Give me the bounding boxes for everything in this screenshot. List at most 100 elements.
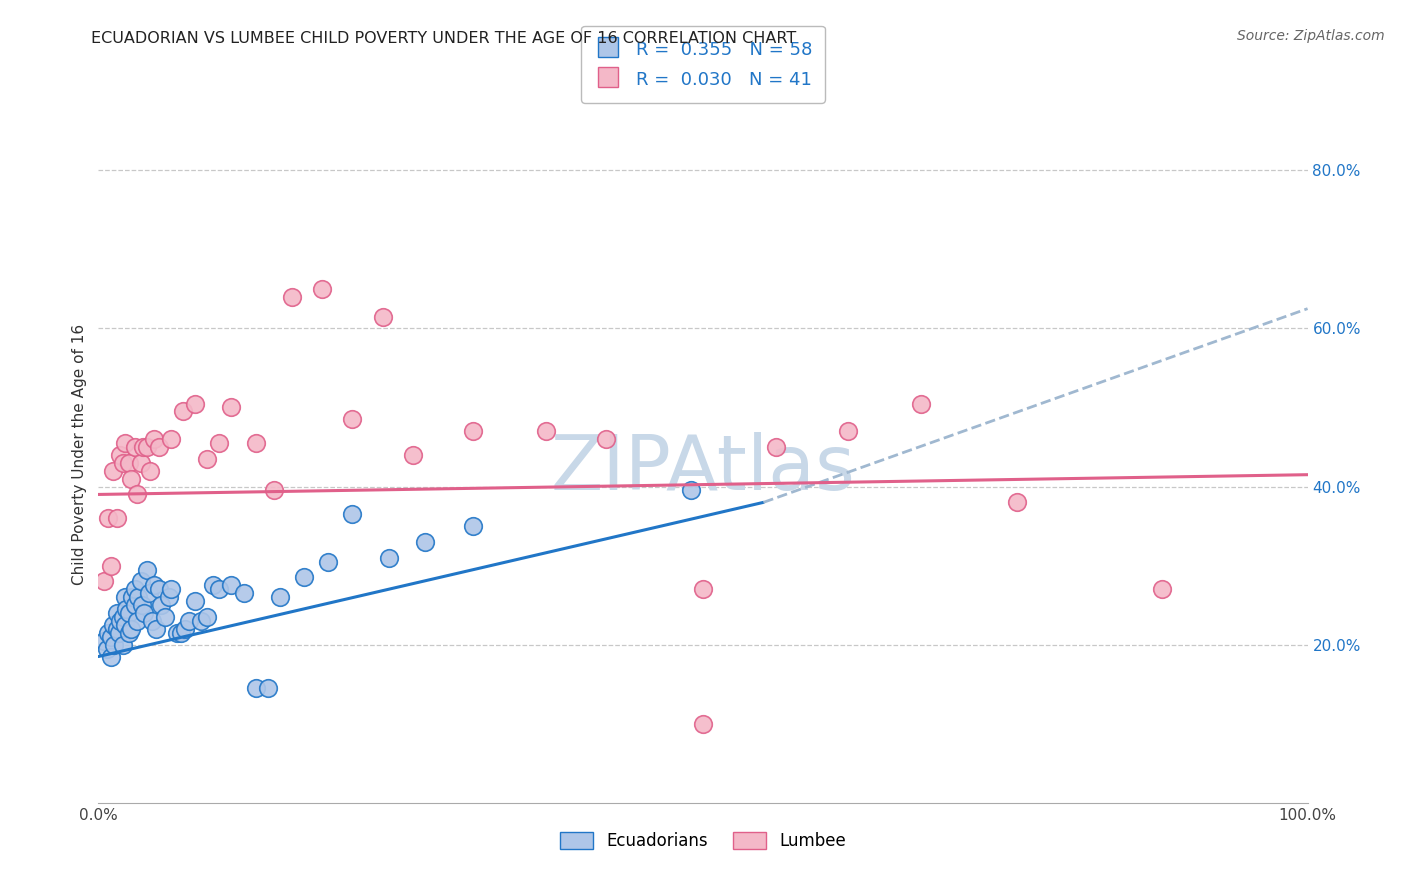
Point: [108, 614, 131, 628]
Point: [124, 598, 146, 612]
Point: [256, 681, 278, 695]
Point: [765, 440, 787, 454]
Text: ZIPAtlas: ZIPAtlas: [551, 432, 855, 506]
Point: [837, 424, 859, 438]
Point: [143, 578, 166, 592]
Point: [245, 681, 267, 695]
Point: [135, 563, 157, 577]
Point: [595, 432, 617, 446]
Point: [96, 641, 118, 656]
Point: [195, 610, 218, 624]
Point: [141, 614, 163, 628]
Point: [114, 618, 136, 632]
Point: [118, 606, 141, 620]
Point: [463, 424, 485, 438]
Point: [114, 591, 136, 605]
Point: [232, 586, 254, 600]
Point: [1152, 582, 1174, 597]
Point: [202, 578, 225, 592]
Point: [132, 440, 155, 454]
Point: [377, 550, 399, 565]
Y-axis label: Child Poverty Under the Age of 16: Child Poverty Under the Age of 16: [72, 325, 87, 585]
Point: [174, 622, 197, 636]
Point: [111, 638, 134, 652]
Point: [127, 591, 149, 605]
Point: [195, 451, 218, 466]
Point: [93, 574, 115, 589]
Point: [134, 606, 156, 620]
Point: [157, 591, 180, 605]
Point: [184, 396, 207, 410]
Point: [108, 448, 131, 462]
Point: [124, 440, 146, 454]
Point: [342, 412, 364, 426]
Point: [342, 507, 364, 521]
Text: ECUADORIAN VS LUMBEE CHILD POVERTY UNDER THE AGE OF 16 CORRELATION CHART: ECUADORIAN VS LUMBEE CHILD POVERTY UNDER…: [91, 31, 797, 46]
Point: [105, 511, 128, 525]
Point: [371, 310, 394, 324]
Point: [127, 487, 149, 501]
Point: [103, 638, 125, 652]
Point: [150, 598, 173, 612]
Point: [148, 582, 170, 597]
Point: [97, 511, 120, 525]
Point: [172, 404, 194, 418]
Point: [100, 649, 122, 664]
Point: [111, 610, 134, 624]
Point: [118, 456, 141, 470]
Point: [208, 582, 231, 597]
Point: [120, 472, 142, 486]
Point: [114, 436, 136, 450]
Point: [263, 483, 285, 498]
Point: [101, 464, 124, 478]
Point: [292, 570, 315, 584]
Point: [269, 591, 291, 605]
Point: [692, 582, 714, 597]
Point: [145, 622, 167, 636]
Point: [281, 290, 304, 304]
Point: [120, 622, 142, 636]
Point: [169, 625, 191, 640]
Point: [139, 464, 162, 478]
Legend: Ecuadorians, Lumbee: Ecuadorians, Lumbee: [553, 826, 853, 857]
Point: [121, 591, 143, 605]
Point: [100, 630, 122, 644]
Point: [105, 622, 128, 636]
Point: [692, 716, 714, 731]
Point: [534, 424, 557, 438]
Point: [138, 586, 160, 600]
Point: [221, 578, 243, 592]
Point: [679, 483, 702, 498]
Point: [118, 625, 141, 640]
Point: [131, 598, 153, 612]
Point: [153, 610, 176, 624]
Point: [143, 432, 166, 446]
Point: [166, 625, 188, 640]
Point: [101, 618, 124, 632]
Point: [97, 625, 120, 640]
Text: Source: ZipAtlas.com: Source: ZipAtlas.com: [1237, 29, 1385, 43]
Point: [115, 602, 138, 616]
Point: [910, 396, 932, 410]
Point: [311, 282, 333, 296]
Point: [245, 436, 267, 450]
Point: [129, 574, 152, 589]
Point: [135, 440, 157, 454]
Point: [190, 614, 212, 628]
Point: [316, 555, 339, 569]
Point: [1007, 495, 1029, 509]
Point: [127, 614, 149, 628]
Point: [179, 614, 201, 628]
Point: [108, 625, 131, 640]
Point: [105, 606, 128, 620]
Point: [402, 448, 425, 462]
Point: [413, 534, 436, 549]
Point: [100, 558, 122, 573]
Point: [463, 519, 485, 533]
Point: [160, 582, 183, 597]
Point: [221, 401, 243, 415]
Point: [148, 440, 170, 454]
Point: [93, 633, 115, 648]
Point: [129, 456, 152, 470]
Point: [208, 436, 231, 450]
